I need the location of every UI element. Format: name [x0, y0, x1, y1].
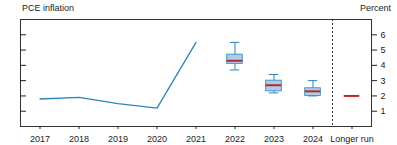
svg-text:2024: 2024 [303, 134, 323, 144]
svg-text:2023: 2023 [264, 134, 284, 144]
svg-text:2020: 2020 [147, 134, 167, 144]
svg-text:Longer run: Longer run [330, 134, 374, 144]
svg-text:2022: 2022 [225, 134, 245, 144]
svg-text:3: 3 [381, 76, 386, 86]
svg-text:2: 2 [381, 91, 386, 101]
svg-text:2017: 2017 [30, 134, 50, 144]
html-text:Percent: Percent [360, 3, 391, 13]
svg-text:6: 6 [381, 30, 386, 40]
html-text:PCE inflation: PCE inflation [22, 3, 74, 13]
svg-text:2019: 2019 [108, 134, 128, 144]
svg-text:5: 5 [381, 45, 386, 55]
svg-text:2021: 2021 [186, 134, 206, 144]
svg-text:1: 1 [381, 106, 386, 116]
svg-text:4: 4 [381, 60, 386, 70]
svg-text:2018: 2018 [69, 134, 89, 144]
